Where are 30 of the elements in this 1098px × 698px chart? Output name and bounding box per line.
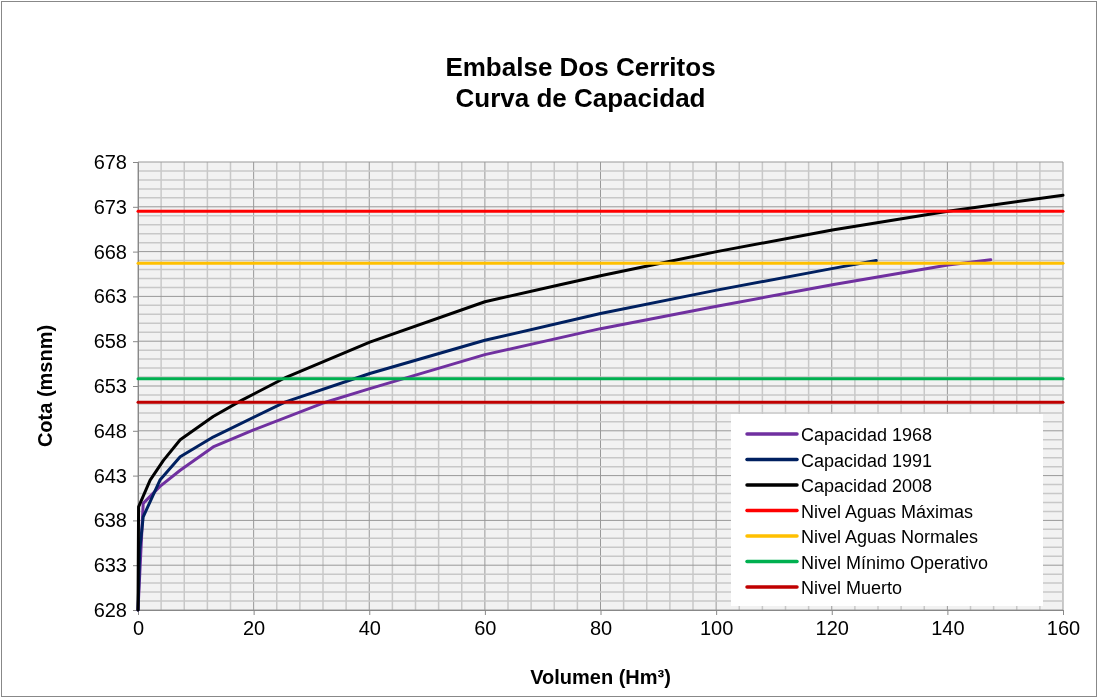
y-tick-label: 678 xyxy=(93,150,127,173)
y-tick-label: 658 xyxy=(93,330,127,353)
legend-label: Capacidad 2008 xyxy=(801,476,933,496)
chart-title: Embalse Dos Cerritos Curva de Capacidad xyxy=(445,52,716,113)
y-tick-label: 653 xyxy=(93,374,127,397)
y-tick-label: 628 xyxy=(93,598,127,621)
x-tick-label: 40 xyxy=(358,617,381,640)
y-tick-label: 633 xyxy=(93,554,127,577)
x-tick-label: 100 xyxy=(699,617,734,640)
x-tick-label: 140 xyxy=(931,617,965,640)
x-tick-label: 80 xyxy=(589,617,613,640)
x-tick-label: 20 xyxy=(243,617,266,640)
y-axis-title: Cota (msnm) xyxy=(34,324,56,448)
legend-label: Capacidad 1991 xyxy=(801,450,933,471)
legend-label: Nivel Aguas Normales xyxy=(801,527,979,547)
x-tick-label: 60 xyxy=(474,617,497,640)
y-tick-label: 663 xyxy=(93,285,127,308)
legend-label: Nivel Aguas Máximas xyxy=(801,501,974,522)
x-tick-label: 160 xyxy=(1046,617,1081,640)
x-tick-label: 0 xyxy=(132,617,145,640)
y-tick-label: 648 xyxy=(93,419,127,442)
x-axis-title: Volumen (Hm³) xyxy=(530,666,671,688)
legend-label: Nivel Mínimo Operativo xyxy=(801,552,989,573)
y-tick-label: 643 xyxy=(93,464,127,487)
x-tick-label: 120 xyxy=(815,617,849,640)
y-tick-label: 638 xyxy=(93,509,127,532)
legend-label: Capacidad 1968 xyxy=(801,425,933,445)
y-tick-label: 673 xyxy=(93,195,127,218)
y-tick-label: 668 xyxy=(93,240,127,263)
legend-label: Nivel Muerto xyxy=(801,578,903,598)
